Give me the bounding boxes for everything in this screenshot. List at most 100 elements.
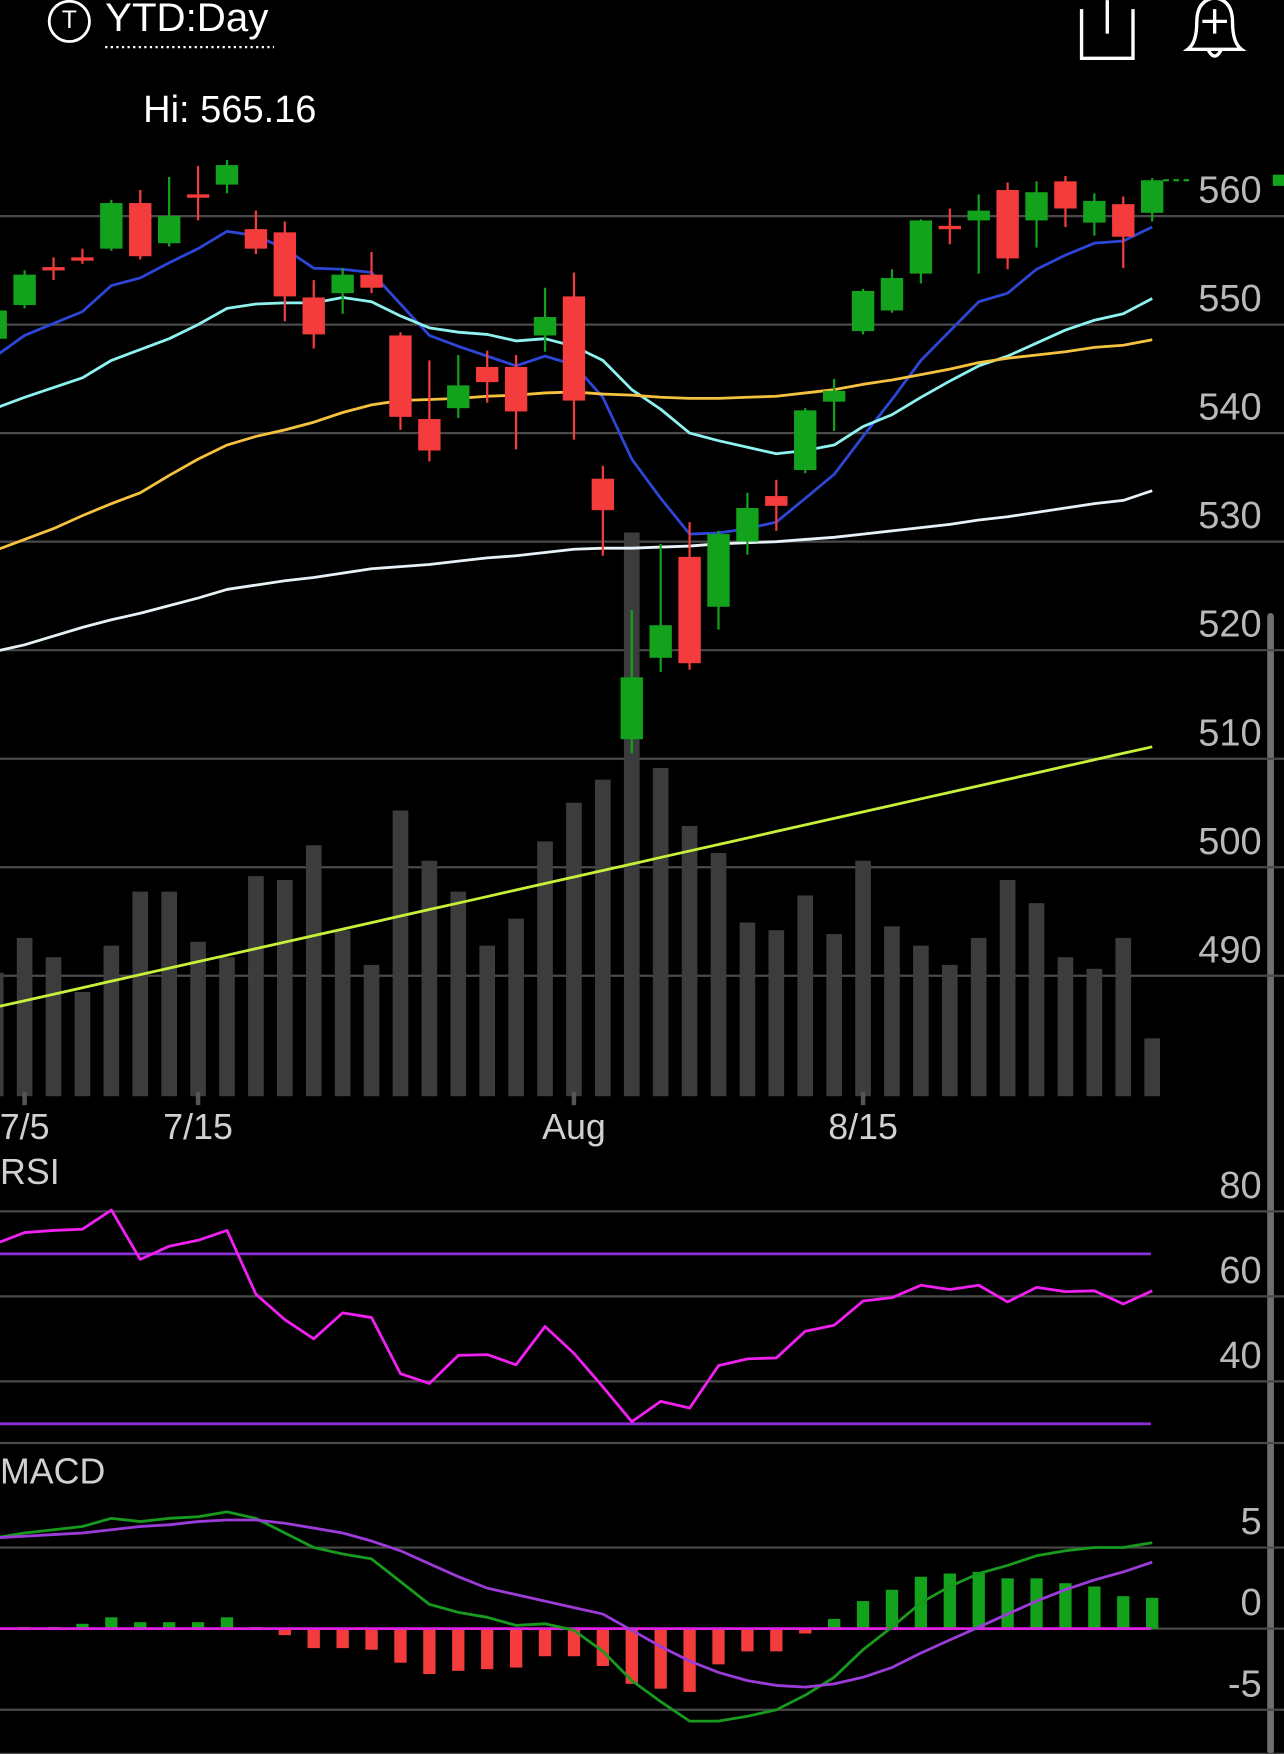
x-tick-label: 7/15 [163, 1107, 233, 1147]
volume-bar [566, 802, 582, 1097]
candle-body [909, 220, 933, 274]
moving-average-line [0, 745, 1153, 1008]
candle-body [1112, 204, 1135, 237]
histogram-bar [828, 1618, 841, 1629]
scrollbar[interactable] [1267, 613, 1274, 1754]
candle-body [129, 203, 152, 257]
candle-body [42, 267, 65, 271]
volume-bar [884, 926, 900, 1097]
y-tick-label: 0 [1240, 1582, 1261, 1624]
last-price-marker [1272, 174, 1284, 186]
candle-body [880, 277, 904, 311]
share-button[interactable] [1079, 0, 1135, 60]
volume-bar [103, 945, 120, 1097]
range-selector[interactable]: YTD:Day [105, 0, 269, 40]
candle-body [71, 257, 94, 261]
histogram-bar [856, 1601, 870, 1629]
histogram-bar [76, 1623, 89, 1629]
histogram-bar [163, 1622, 176, 1629]
panel-title: MACD [0, 1452, 105, 1492]
y-tick-label: 520 [1198, 604, 1261, 646]
volume-bar [1028, 903, 1045, 1097]
volume-bar [913, 945, 929, 1097]
histogram-bar [394, 1628, 407, 1663]
volume-bar [681, 825, 698, 1097]
y-tick-label: 500 [1198, 821, 1261, 863]
candle-body [591, 478, 615, 511]
candle-body [765, 496, 788, 506]
volume-bar [363, 964, 380, 1097]
histogram-bar [509, 1628, 523, 1668]
volume-bar [219, 957, 235, 1097]
histogram-bar [712, 1628, 725, 1665]
volume-bar [450, 891, 467, 1097]
histogram-bar [220, 1617, 234, 1629]
volume-bar [826, 934, 842, 1097]
macd-line [0, 1510, 1153, 1723]
volume-bar [739, 922, 756, 1097]
volume-bar [1115, 937, 1132, 1097]
candle-body [360, 274, 383, 288]
header: T YTD:Day [47, 0, 1247, 60]
volume-bar [1057, 957, 1074, 1097]
candle-body [302, 297, 325, 335]
volume-bar [132, 891, 149, 1097]
histogram-bar [1001, 1578, 1014, 1629]
candle-body [794, 410, 817, 471]
x-tick-label: 8/15 [828, 1107, 898, 1147]
y-tick-label: -5 [1228, 1663, 1262, 1705]
candle-body [331, 274, 354, 294]
histogram-bar [1117, 1596, 1130, 1629]
candle-body [1054, 181, 1077, 209]
volume-bar [276, 880, 293, 1097]
histogram-bar [307, 1628, 320, 1649]
volume-bar [0, 972, 4, 1097]
histogram-bar [191, 1622, 205, 1629]
y-tick-label: 5 [1240, 1501, 1261, 1543]
candle-body [273, 232, 297, 297]
candle-body [620, 677, 643, 740]
histogram-bar [278, 1628, 291, 1636]
candle-body [504, 366, 528, 412]
histogram-bar [625, 1628, 638, 1684]
volume-bar [479, 945, 496, 1097]
volume-bar [392, 810, 409, 1097]
histogram-bar [596, 1628, 610, 1666]
histogram-bar [538, 1628, 552, 1657]
volume-bar [421, 860, 438, 1097]
volume-bar [595, 779, 611, 1097]
volume-bar [161, 891, 177, 1097]
alert-button[interactable] [1182, 0, 1247, 58]
ticker-icon[interactable] [47, 0, 91, 43]
candle-body [418, 419, 441, 451]
y-tick-label: 80 [1219, 1165, 1261, 1207]
volume-bar [623, 532, 640, 1097]
volume-bar [1144, 1038, 1161, 1097]
candle-body [186, 194, 210, 198]
candle-body [389, 335, 412, 417]
histogram-bar [654, 1628, 667, 1689]
y-tick-label: 60 [1219, 1250, 1261, 1292]
candle-body [533, 317, 557, 336]
histogram-bar [423, 1628, 436, 1675]
y-tick-label: 560 [1198, 170, 1261, 212]
candle-body [707, 534, 730, 607]
volume-bar [74, 991, 91, 1097]
candle-body [938, 225, 961, 230]
volume-bar [652, 768, 669, 1097]
candle-body [562, 296, 586, 401]
rsi-line [0, 1208, 1153, 1424]
y-tick-label: 540 [1198, 387, 1261, 429]
candle-body [736, 508, 759, 542]
volume-bar [508, 918, 524, 1097]
histogram-bar [972, 1571, 985, 1629]
y-tick-label: 510 [1198, 712, 1261, 754]
y-tick-label: 490 [1198, 929, 1261, 971]
volume-bar [248, 876, 264, 1097]
candle-body [447, 385, 470, 409]
candle-body [244, 229, 268, 249]
candle-body [1083, 200, 1106, 223]
